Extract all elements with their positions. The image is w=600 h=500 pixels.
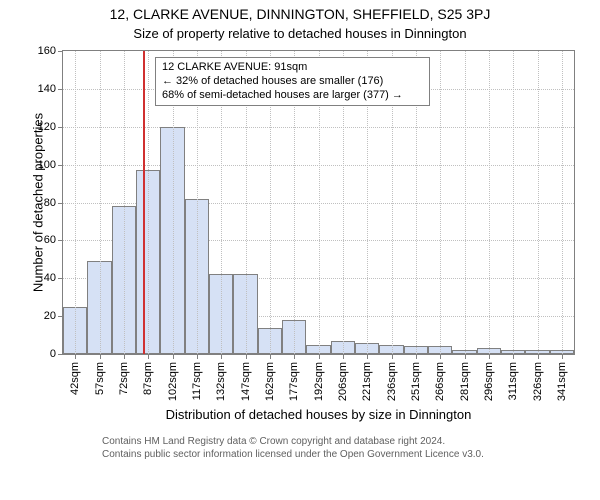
gridline-v (148, 51, 149, 354)
x-tick-mark (440, 355, 441, 359)
gridline-v (489, 51, 490, 354)
x-tick-mark (513, 355, 514, 359)
plot-area: 12 CLARKE AVENUE: 91sqm← 32% of detached… (62, 50, 575, 355)
gridline-v (440, 51, 441, 354)
x-tick-label: 132sqm (215, 362, 227, 401)
gridline-v (100, 51, 101, 354)
y-tick-label: 140 (26, 83, 56, 95)
y-tick-label: 100 (26, 159, 56, 171)
x-tick-label: 42sqm (69, 362, 81, 395)
x-tick-mark (294, 355, 295, 359)
x-tick-label: 117sqm (191, 362, 203, 400)
y-tick-mark (58, 51, 62, 52)
y-tick-mark (58, 316, 62, 317)
x-tick-mark (124, 355, 125, 359)
x-tick-mark (148, 355, 149, 359)
gridline-v (75, 51, 76, 354)
x-tick-mark (343, 355, 344, 359)
gridline-v (538, 51, 539, 354)
x-tick-mark (489, 355, 490, 359)
x-tick-label: 281sqm (459, 362, 471, 401)
x-tick-label: 311sqm (507, 362, 519, 400)
y-tick-mark (58, 127, 62, 128)
y-tick-label: 0 (26, 348, 56, 360)
y-tick-label: 60 (26, 234, 56, 246)
x-tick-label: 102sqm (167, 362, 179, 401)
x-tick-label: 206sqm (337, 362, 349, 401)
x-tick-label: 57sqm (94, 362, 106, 395)
reference-line (143, 51, 145, 354)
x-tick-label: 221sqm (361, 362, 373, 401)
x-tick-mark (173, 355, 174, 359)
y-tick-mark (58, 89, 62, 90)
x-tick-mark (270, 355, 271, 359)
x-tick-mark (416, 355, 417, 359)
y-tick-mark (58, 165, 62, 166)
annotation-box: 12 CLARKE AVENUE: 91sqm← 32% of detached… (155, 57, 430, 106)
footer-line2: Contains public sector information licen… (102, 448, 484, 461)
x-tick-label: 87sqm (142, 362, 154, 395)
x-tick-label: 251sqm (410, 362, 422, 401)
x-tick-label: 147sqm (240, 362, 252, 401)
footer-text: Contains HM Land Registry data © Crown c… (102, 435, 484, 461)
x-tick-label: 72sqm (118, 362, 130, 395)
x-tick-mark (246, 355, 247, 359)
y-tick-mark (58, 354, 62, 355)
x-tick-label: 266sqm (434, 362, 446, 401)
gridline-v (513, 51, 514, 354)
x-tick-mark (538, 355, 539, 359)
y-tick-mark (58, 240, 62, 241)
x-tick-mark (100, 355, 101, 359)
y-tick-mark (58, 278, 62, 279)
annotation-line: 12 CLARKE AVENUE: 91sqm (162, 61, 423, 75)
x-tick-label: 162sqm (264, 362, 276, 401)
x-tick-mark (75, 355, 76, 359)
x-tick-label: 341sqm (556, 362, 568, 401)
footer-line1: Contains HM Land Registry data © Crown c… (102, 435, 484, 448)
y-tick-label: 120 (26, 121, 56, 133)
x-tick-mark (367, 355, 368, 359)
y-tick-label: 20 (26, 310, 56, 322)
x-tick-mark (465, 355, 466, 359)
y-tick-label: 80 (26, 197, 56, 209)
chart-title-line2: Size of property relative to detached ho… (0, 26, 600, 41)
x-tick-mark (221, 355, 222, 359)
x-tick-label: 192sqm (313, 362, 325, 401)
annotation-line: 68% of semi-detached houses are larger (… (162, 89, 423, 103)
x-tick-label: 296sqm (483, 362, 495, 401)
y-tick-label: 40 (26, 272, 56, 284)
x-tick-mark (562, 355, 563, 359)
annotation-line: ← 32% of detached houses are smaller (17… (162, 75, 423, 89)
gridline-v (124, 51, 125, 354)
chart-container: 12, CLARKE AVENUE, DINNINGTON, SHEFFIELD… (0, 0, 600, 500)
x-tick-mark (197, 355, 198, 359)
y-tick-label: 160 (26, 45, 56, 57)
gridline-v (465, 51, 466, 354)
x-axis-title: Distribution of detached houses by size … (62, 407, 575, 422)
y-tick-mark (58, 203, 62, 204)
chart-title-line1: 12, CLARKE AVENUE, DINNINGTON, SHEFFIELD… (0, 6, 600, 22)
x-tick-mark (392, 355, 393, 359)
x-tick-mark (319, 355, 320, 359)
gridline-v (562, 51, 563, 354)
x-tick-label: 326sqm (532, 362, 544, 401)
x-tick-label: 236sqm (386, 362, 398, 401)
x-tick-label: 177sqm (288, 362, 300, 401)
